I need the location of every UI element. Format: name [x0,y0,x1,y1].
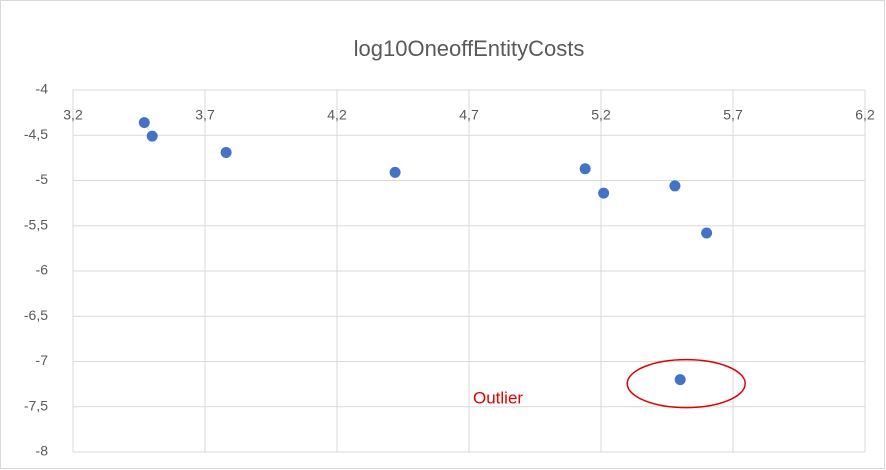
y-tick-label: -6,5 [24,307,48,323]
point [701,227,713,239]
y-tick-label: -7 [36,352,49,368]
y-tick-label: -4 [36,81,49,97]
y-tick-label: -8 [36,443,49,459]
point [598,187,610,199]
point [146,130,158,142]
outlier-ring [626,358,746,409]
point [389,166,401,178]
point [674,374,686,386]
chart-title: log10OneoffEntityCosts [354,36,585,61]
annotation: Outlier [473,388,523,407]
y-tick-label: -6 [36,262,49,278]
point [579,163,591,175]
y-tick-label: -4,5 [24,126,48,142]
point [669,180,681,192]
x-tick-label: 5,2 [591,107,611,123]
x-tick-label: 3,2 [63,107,83,123]
y-tick-label: -5 [36,171,49,187]
x-tick-label: 4,7 [459,107,479,123]
x-tick-label: 4,2 [327,107,347,123]
point [220,146,232,158]
y-tick-label: -5,5 [24,216,48,232]
x-tick-label: 6,2 [855,107,875,123]
y-tick-label: -7,5 [24,397,48,413]
x-tick-label: 3,7 [195,107,215,123]
point [138,117,150,129]
x-tick-label: 5,7 [723,107,743,123]
